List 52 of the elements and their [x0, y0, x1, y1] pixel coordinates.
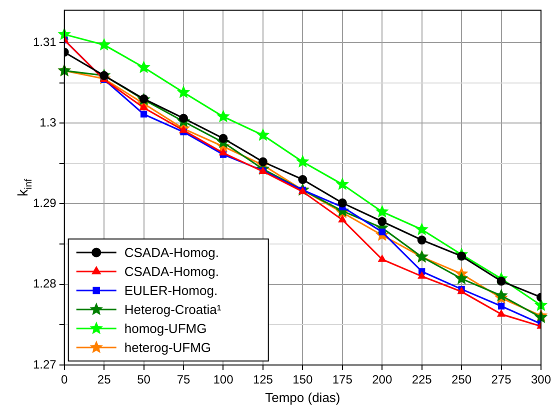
- y-axis-title: kinf: [14, 178, 34, 196]
- point: [494, 288, 508, 302]
- x-axis-title: Tempo (dias): [265, 390, 340, 405]
- point: [137, 60, 150, 74]
- x-tick-label: 275: [491, 372, 512, 387]
- x-tick-label: 50: [137, 372, 151, 387]
- legend-label: Heterog-Croatia¹: [124, 302, 222, 318]
- x-tick-label: 25: [97, 372, 112, 387]
- point: [336, 177, 350, 190]
- point: [298, 175, 308, 184]
- point: [375, 204, 389, 218]
- point: [378, 254, 386, 262]
- legend-label: homog-UFMG: [124, 321, 207, 336]
- point: [176, 85, 190, 98]
- point: [338, 215, 346, 222]
- x-tick-label: 0: [61, 372, 68, 387]
- point: [218, 134, 228, 143]
- point: [219, 148, 228, 156]
- point: [140, 103, 148, 110]
- point: [97, 38, 111, 51]
- point: [179, 114, 188, 123]
- legend-label: CSADA-Homog.: [124, 245, 219, 260]
- point: [497, 310, 506, 317]
- y-tick-label: 1.29: [32, 196, 57, 210]
- x-tick-label: 250: [452, 372, 472, 387]
- y-tick-label: 1.31: [32, 34, 57, 49]
- y-tick-label: 1.28: [32, 276, 57, 291]
- x-tick-label: 200: [372, 372, 392, 387]
- x-tick-label: 175: [332, 372, 353, 387]
- x-tick-label: 300: [530, 372, 552, 387]
- point: [417, 236, 426, 245]
- legend-label: heterog-UFMG: [124, 340, 212, 356]
- x-tick-label: 150: [292, 372, 314, 387]
- point: [256, 128, 270, 141]
- y-tick-label: 1.3: [40, 115, 57, 130]
- point: [338, 198, 347, 208]
- x-tick-label: 75: [176, 372, 191, 387]
- point: [378, 216, 387, 226]
- point: [296, 154, 310, 168]
- point: [258, 157, 268, 166]
- x-tick-label: 125: [252, 372, 274, 387]
- point: [454, 272, 468, 284]
- x-tick-label: 100: [213, 372, 234, 387]
- x-tick-label: 225: [412, 372, 432, 387]
- point: [140, 110, 148, 118]
- point: [498, 302, 505, 310]
- legend-label: EULER-Homog.: [124, 283, 218, 298]
- point: [216, 110, 230, 122]
- point: [418, 272, 426, 279]
- legend-label: CSADA-Homog.: [124, 264, 219, 280]
- point: [415, 222, 428, 236]
- y-tick-label: 1.27: [32, 357, 57, 372]
